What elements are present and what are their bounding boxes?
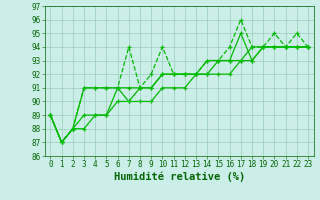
X-axis label: Humidité relative (%): Humidité relative (%) <box>114 172 245 182</box>
